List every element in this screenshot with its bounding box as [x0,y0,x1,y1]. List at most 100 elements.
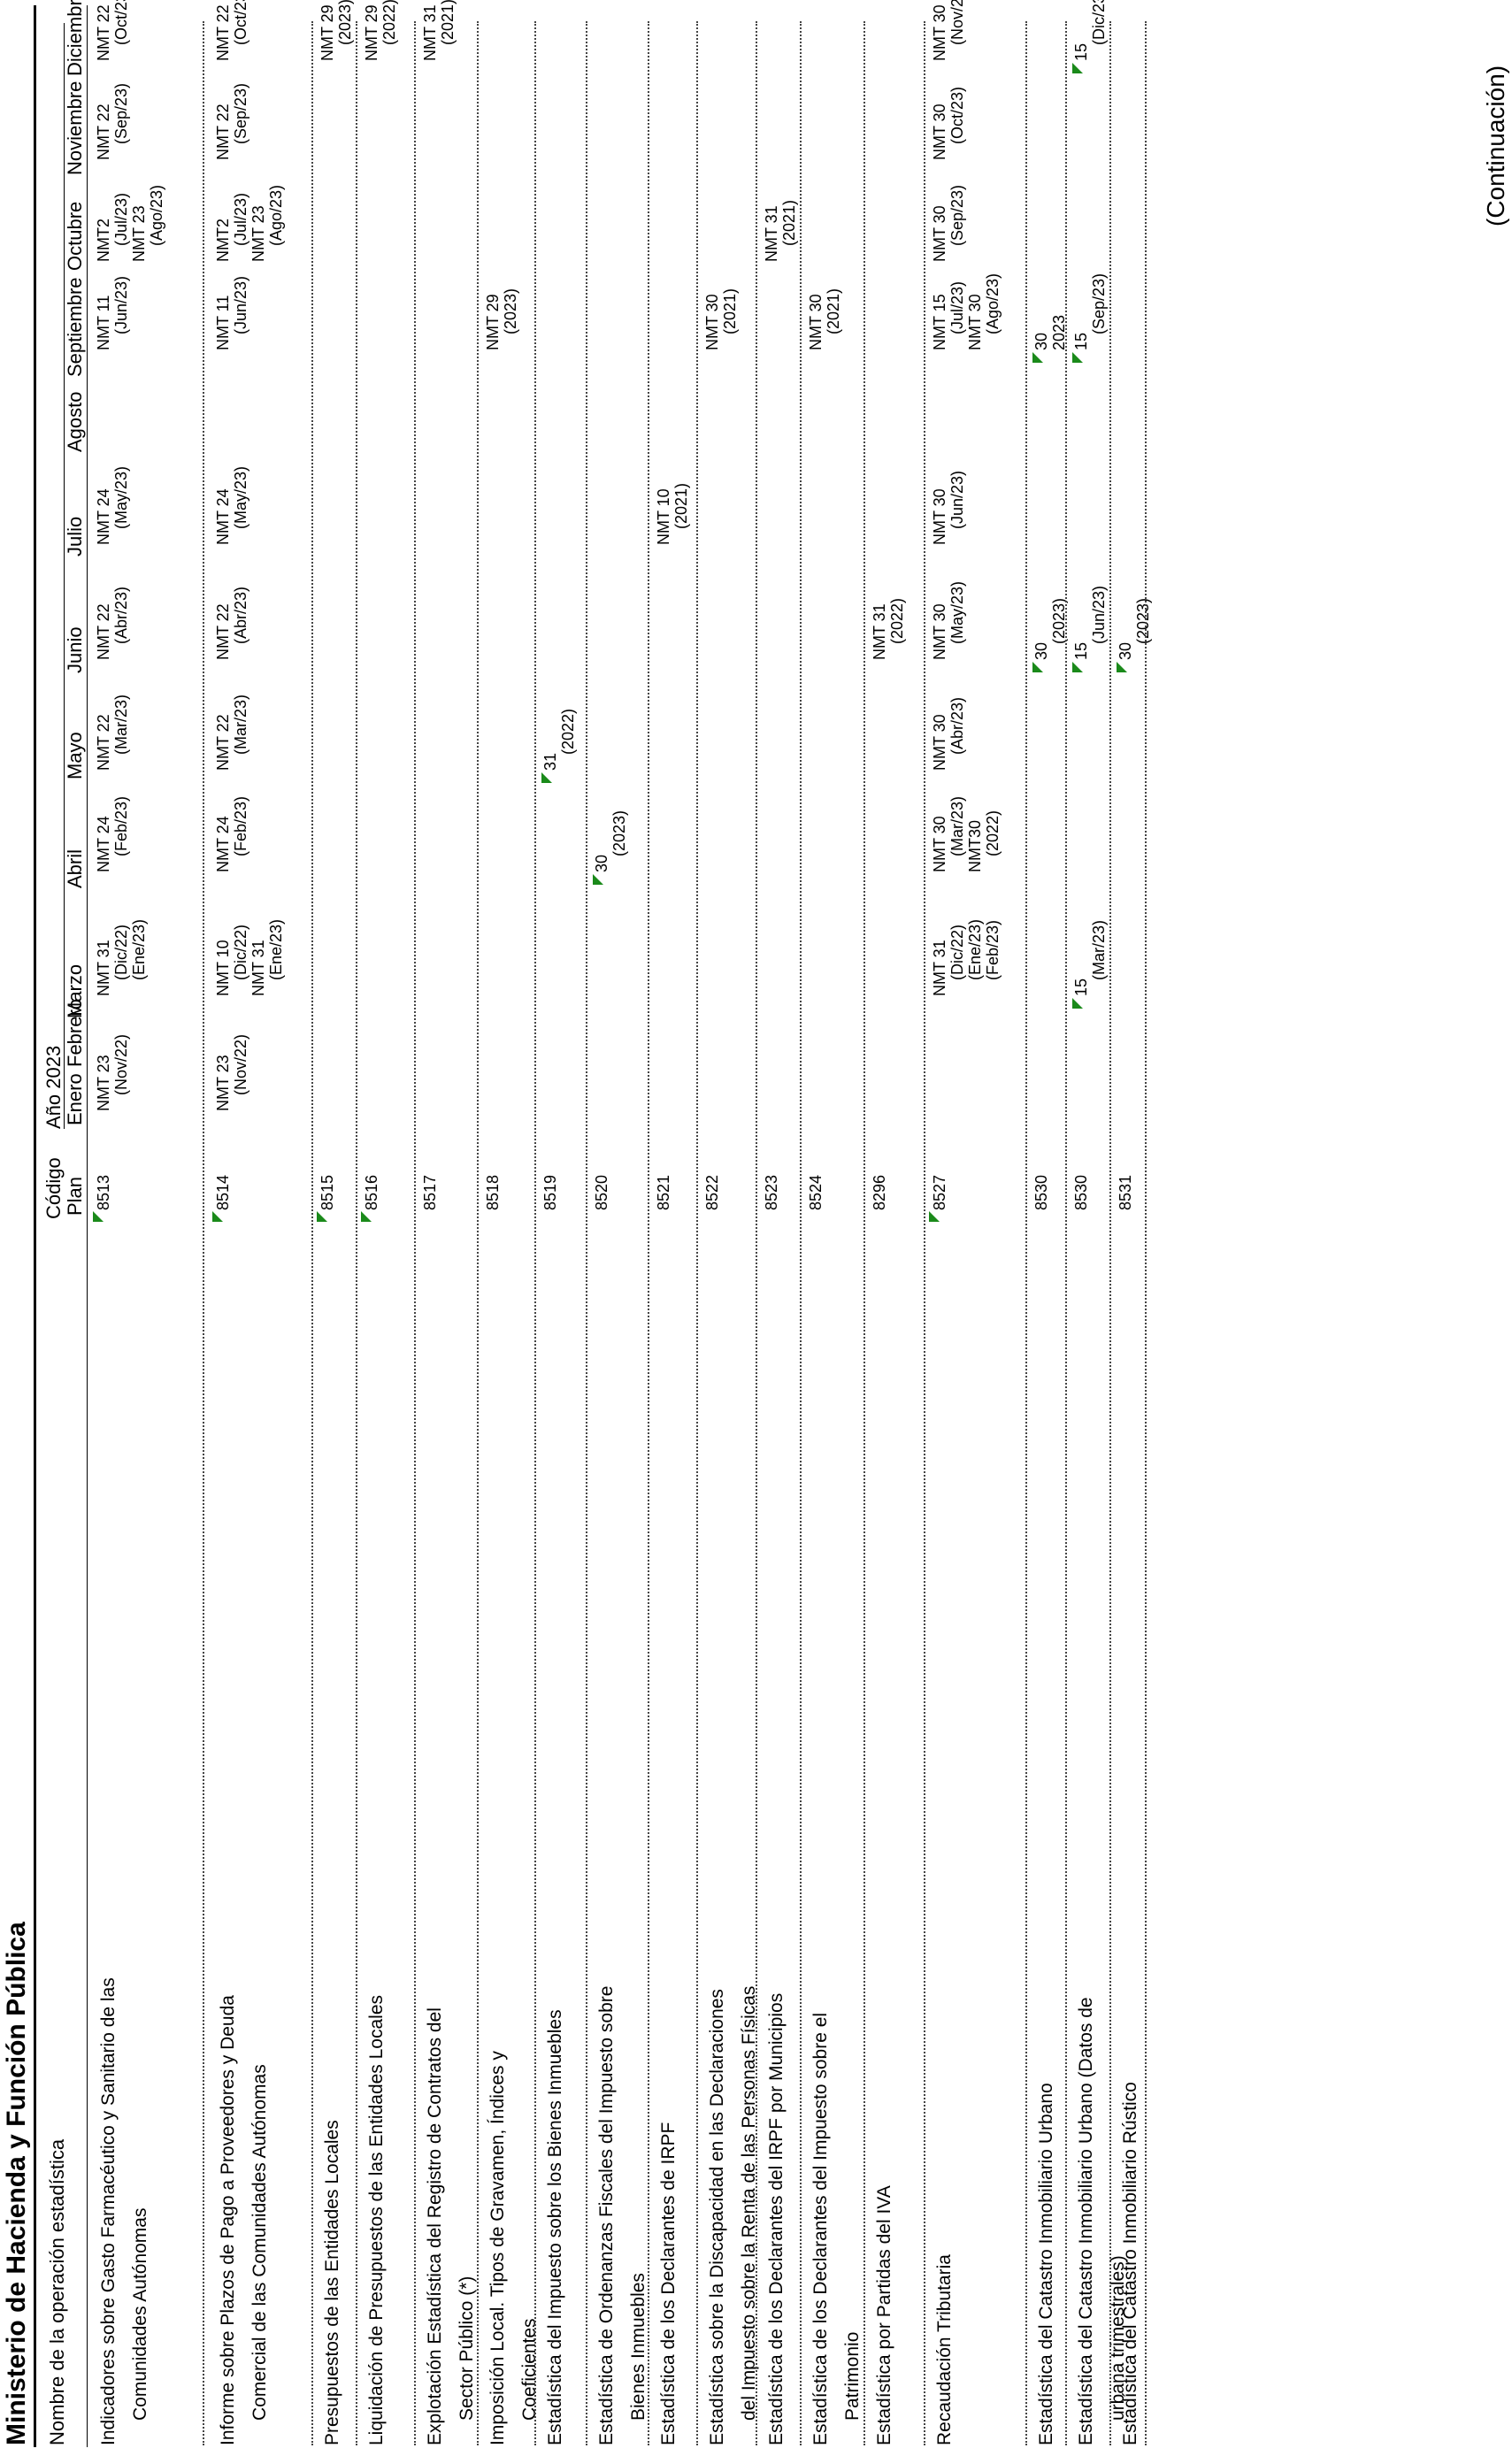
schedule-cell-diciembre: NMT 31 (2021) [421,0,457,61]
operation-name: Estadística por Partidas del IVA [874,2185,894,2445]
schedule-text: (Mar/23) [232,694,249,755]
top-rule [34,5,36,2447]
schedule-text: NMT2 [214,219,232,262]
schedule-text: (Jul/23) [112,192,130,246]
schedule-text: NMT 24 [95,488,112,545]
schedule-text: (Mar/23) [1090,919,1108,980]
schedule-text: NMT 30 [807,294,825,350]
month-header-0: Enero [64,1073,86,1125]
schedule-text: 31 [541,752,559,771]
schedule-cell-abril: 30 (2023) [593,810,628,872]
schedule-text: (Dic/22) [232,924,249,980]
schedule-cell-abril: NMT 24 (Feb/23) [214,796,249,872]
row-divider [203,21,204,2445]
schedule-text: NMT 24 [214,488,232,545]
schedule-cell-septiembre: 15 (Sep/23) [1072,273,1108,350]
operation-name: Bienes Inmuebles [628,2273,649,2421]
schedule-text: NMT 22 [95,4,112,61]
schedule-text: 30 [593,854,610,872]
continuation-label: (Continuación) [1482,65,1509,226]
schedule-cell-mayo: NMT 22 (Mar/23) [214,695,249,771]
operation-code: 8296 [871,1174,888,1210]
schedule-cell-octubre: NMT2 (Jul/23) NMT 23 (Ago/23) [95,185,165,262]
schedule-text: (Feb/23) [984,919,1002,980]
schedule-text: (2023) [336,0,354,45]
schedule-cell-septiembre: NMT 15 (Jul/23) NMT 30 (Ago/23) [931,273,1002,350]
schedule-cell-abril: NMT 30 (Mar/23) NMT30 (2022) [931,796,1002,872]
green-marker-icon [929,1211,940,1222]
schedule-text: (Ene/23) [130,918,148,980]
schedule-text: NMT 11 [95,295,112,350]
operation-name: Imposición Local. Tipos de Gravamen, Índ… [487,2051,508,2445]
schedule-cell-octubre: NMT 30 (Sep/23) [931,185,966,262]
schedule-cell-diciembre: NMT 22 (Oct/23) [95,0,130,61]
page-title: Ministerio de Hacienda y Función Pública [2,1922,31,2445]
operation-code: 8519 [541,1174,559,1210]
schedule-text: (Jun/23) [232,275,249,334]
green-marker-icon [541,772,552,783]
schedule-cell-marzo: NMT 10 (Dic/22) NMT 31 (Ene/23) [214,919,285,996]
green-marker-icon [1072,352,1083,363]
green-marker-icon [317,1211,327,1222]
schedule-cell-septiembre: 30 2023 [1032,315,1068,350]
schedule-text: (Mar/23) [112,694,130,755]
schedule-text: 15 [1072,332,1090,350]
schedule-text: (Sep/23) [232,82,249,144]
schedule-text: (Abr/23) [948,696,966,755]
schedule-text: NMT 24 [95,816,112,872]
operation-code: 8530 [1032,1174,1050,1210]
row-divider [1065,21,1067,2445]
schedule-text: (Jun/23) [112,275,130,334]
row-divider [534,21,536,2445]
schedule-text: (2021) [780,199,798,246]
schedule-text: (2021) [672,482,690,529]
schedule-text: (Sep/23) [948,184,966,246]
schedule-text: (2021) [825,288,842,334]
schedule-text: NMT 29 [363,4,380,61]
row-divider [414,21,416,2445]
header-rule [87,5,88,2447]
schedule-cell-julio: NMT 24 (May/23) [95,466,130,545]
row-divider [477,21,479,2445]
month-header-3: Abril [64,848,86,888]
row-divider [311,21,313,2445]
schedule-cell-marzo: 15 (Mar/23) [1072,920,1108,996]
schedule-cell-junio: NMT 22 (Abr/23) [95,587,130,660]
operation-name: Estadística del Impuesto sobre los Biene… [545,2009,565,2445]
schedule-text: (Dic/22) [112,924,130,980]
schedule-text: NMT 30 [931,488,948,545]
schedule-text: NMT 30 [966,294,984,350]
schedule-text: (2023) [1134,597,1152,644]
operation-name: Estadística del Catastro Inmobiliario Ur… [1036,2083,1056,2445]
schedule-text: (May/23) [112,465,130,529]
schedule-text: (Nov/22) [112,1033,130,1095]
year-rule [64,23,65,1129]
operation-code: 8514 [214,1174,232,1210]
schedule-text: (May/23) [948,580,966,644]
row-divider [696,21,698,2445]
schedule-text: NMT 22 [214,603,232,660]
schedule-text: NMT 31 [763,205,780,262]
schedule-text: (Ene/23) [966,918,984,980]
operation-code: 8518 [484,1174,502,1210]
operation-name: Estadística de los Declarantes del IRPF … [766,1992,787,2445]
schedule-text: NMT 22 [95,104,112,160]
schedule-cell-septiembre: NMT 30 (2021) [807,288,842,350]
operation-code: 8513 [95,1174,112,1210]
schedule-text: NMT 30 [931,816,948,872]
schedule-text: NMT 22 [214,104,232,160]
schedule-cell-marzo: NMT 31 (Dic/22) (Ene/23) [95,919,148,996]
operation-name: Estadística de los Declarantes de IRPF [658,2122,679,2445]
schedule-text: (Sep/23) [112,82,130,144]
schedule-cell-septiembre: NMT 30 (2021) [703,288,739,350]
schedule-text: (Jul/23) [948,280,966,334]
schedule-text: NMT 31 [871,603,888,660]
schedule-text: NMT 30 [703,294,721,350]
schedule-text: NMT 31 [931,940,948,996]
schedule-text: NMT 22 [95,603,112,660]
operation-name: Estadística de Ordenanzas Fiscales del I… [596,1985,617,2445]
operation-code: 8530 [1072,1174,1090,1210]
schedule-cell-diciembre: NMT 22 (Oct/23) [214,0,249,61]
operation-name: Estadística del Catastro Inmobiliario Ur… [1076,1997,1096,2445]
